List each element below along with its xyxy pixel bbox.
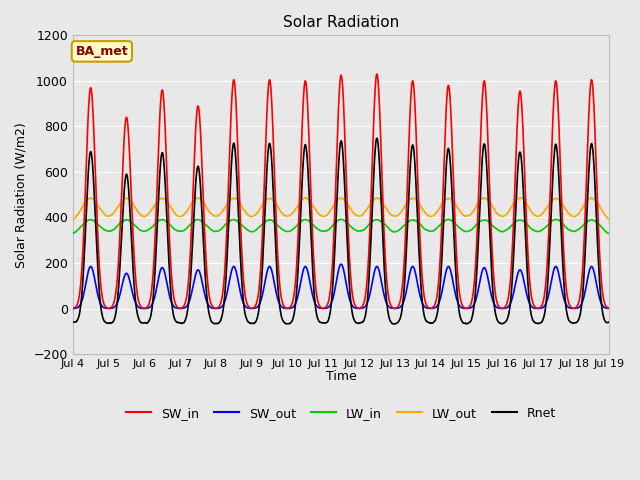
Title: Solar Radiation: Solar Radiation: [283, 15, 399, 30]
X-axis label: Time: Time: [326, 371, 356, 384]
Text: BA_met: BA_met: [76, 45, 128, 58]
Y-axis label: Solar Radiation (W/m2): Solar Radiation (W/m2): [15, 122, 28, 267]
Legend: SW_in, SW_out, LW_in, LW_out, Rnet: SW_in, SW_out, LW_in, LW_out, Rnet: [121, 402, 561, 425]
